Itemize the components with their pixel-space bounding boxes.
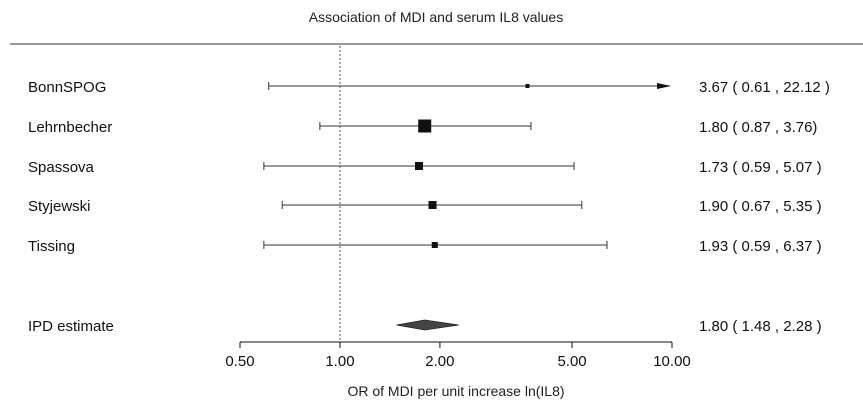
estimate-label: 1.73 ( 0.59 , 5.07 ) [699,159,822,176]
study-name: Lehrnbecher [28,119,112,136]
study-row: Tissing 1.93 ( 0.59 , 6.37 ) [28,238,822,255]
pooled-diamond [396,319,459,331]
estimate-label: 1.93 ( 0.59 , 6.37 ) [699,238,822,255]
point-estimate-marker [431,242,438,248]
x-tick-label: 1.00 [325,353,354,370]
estimate-label: 3.67 ( 0.61 , 22.12 ) [699,79,830,96]
estimate-label: 1.80 ( 0.87 , 3.76) [699,119,817,136]
study-name: Tissing [28,238,75,255]
point-estimate-marker [414,162,423,170]
study-name: Styjewski [28,198,91,215]
study-row: Spassova 1.73 ( 0.59 , 5.07 ) [28,159,822,176]
point-estimate-marker [418,119,432,133]
study-name: Spassova [28,159,95,176]
x-tick-label: 0.50 [225,353,254,370]
pooled-estimate-label: 1.80 ( 1.48 , 2.28 ) [699,318,822,335]
chart-title: Association of MDI and serum IL8 values [309,9,563,25]
study-row: Lehrnbecher 1.80 ( 0.87 , 3.76) [28,119,817,136]
study-row: BonnSPOG 3.67 ( 0.61 , 22.12 ) [28,79,830,96]
study-name: BonnSPOG [28,79,106,96]
x-tick-label: 5.00 [557,353,586,370]
pooled-name: IPD estimate [28,318,114,335]
x-axis-label: OR of MDI per unit increase ln(IL8) [347,383,564,399]
point-estimate-marker [525,84,530,88]
estimate-label: 1.90 ( 0.67 , 5.35 ) [699,198,822,215]
point-estimate-marker [428,201,437,209]
ci-arrowhead [657,83,671,89]
study-row: Styjewski 1.90 ( 0.67 , 5.35 ) [28,198,822,215]
x-tick-label: 2.00 [425,353,454,370]
x-tick-label: 10.00 [653,353,691,370]
